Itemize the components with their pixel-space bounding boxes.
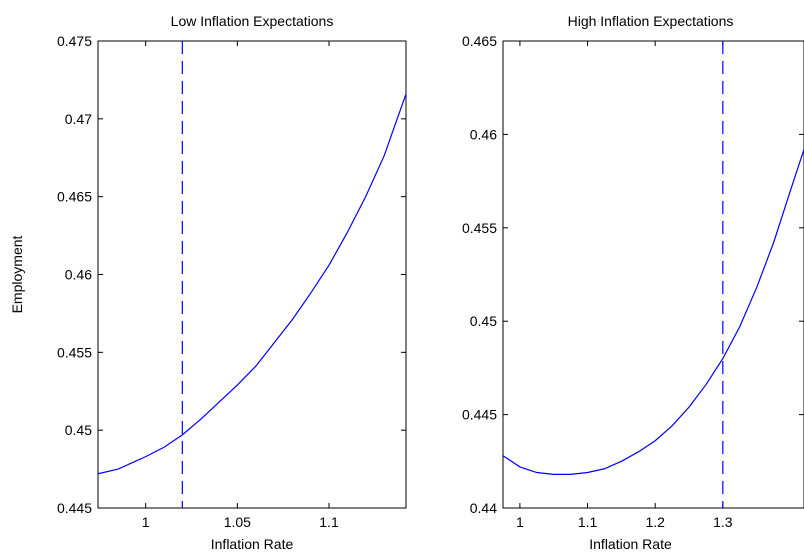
- y-tick-label: 0.45: [65, 422, 92, 438]
- x-axis-label: Inflation Rate: [589, 536, 672, 552]
- chart-title: High Inflation Expectations: [568, 13, 734, 29]
- y-tick-label: 0.465: [57, 189, 92, 205]
- x-axis-label: Inflation Rate: [211, 536, 294, 552]
- y-tick-label: 0.475: [57, 33, 92, 49]
- x-tick-label: 1.1: [319, 514, 339, 530]
- y-tick-label: 0.445: [462, 407, 497, 423]
- y-tick-label: 0.455: [57, 344, 92, 360]
- y-axis-label: Employment: [9, 235, 25, 313]
- y-tick-label: 0.445: [57, 500, 92, 516]
- y-tick-label: 0.47: [65, 111, 92, 127]
- y-tick-label: 0.455: [462, 220, 497, 236]
- y-tick-label: 0.45: [470, 313, 497, 329]
- y-tick-label: 0.46: [470, 126, 497, 142]
- x-tick-label: 1: [516, 514, 524, 530]
- y-tick-label: 0.44: [470, 500, 497, 516]
- x-tick-label: 1.3: [713, 514, 733, 530]
- plot-area-1: [97, 40, 407, 509]
- x-tick-label: 1: [142, 514, 150, 530]
- x-tick-label: 1.05: [224, 514, 251, 530]
- y-tick-label: 0.465: [462, 33, 497, 49]
- series-line: [502, 149, 804, 475]
- series-line: [97, 93, 407, 475]
- x-tick-label: 1.2: [645, 514, 665, 530]
- plot-area-2: [502, 40, 804, 509]
- chart-title: Low Inflation Expectations: [171, 13, 334, 29]
- y-tick-label: 0.46: [65, 267, 92, 283]
- x-tick-label: 1.1: [578, 514, 598, 530]
